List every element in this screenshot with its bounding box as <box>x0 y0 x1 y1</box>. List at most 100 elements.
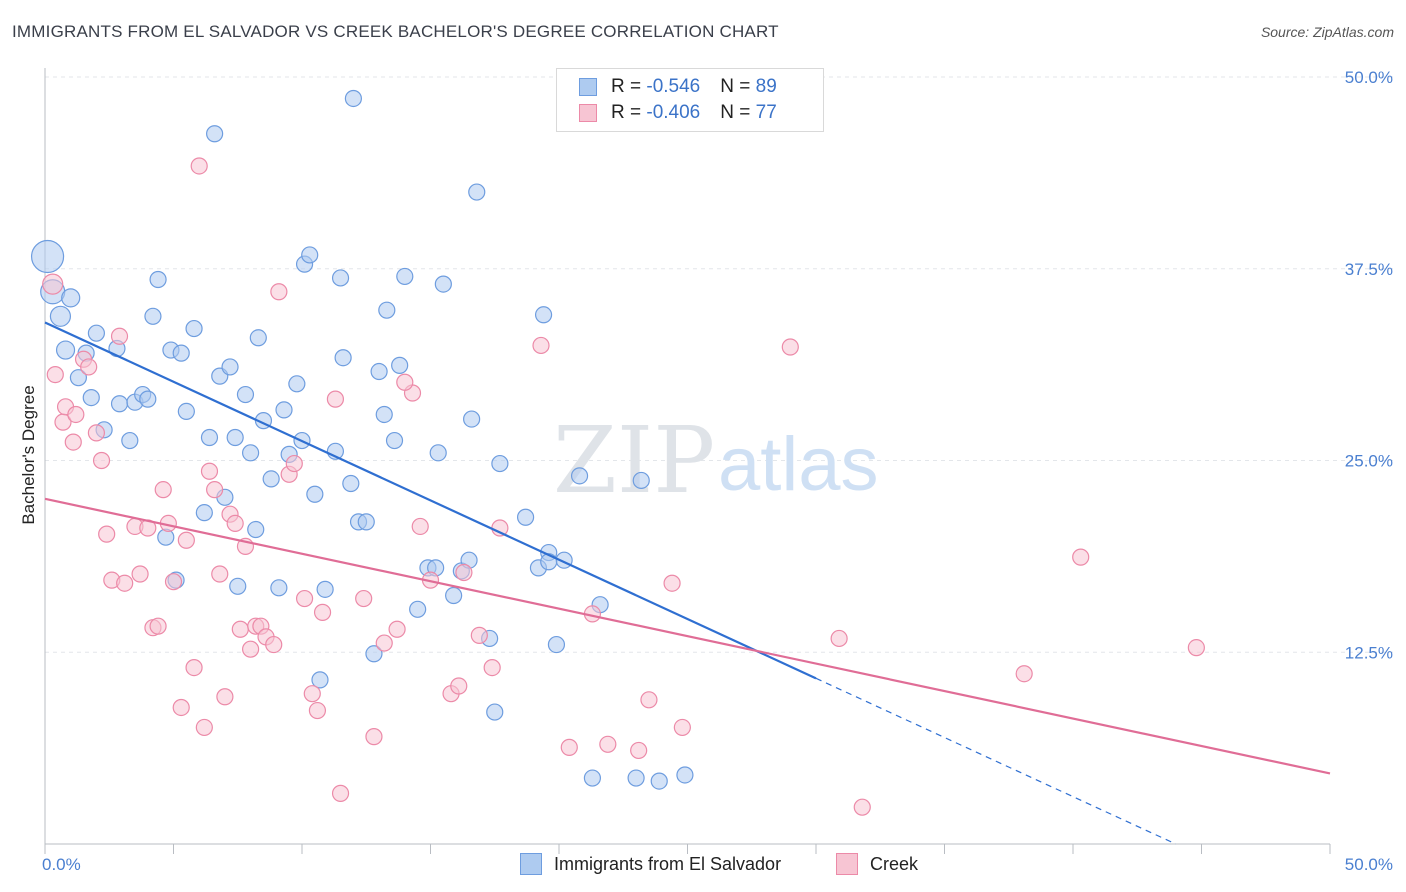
el-salvador-point <box>375 405 393 424</box>
creek-point <box>599 735 617 753</box>
el-salvador-point <box>316 580 334 598</box>
creek-point <box>303 685 321 703</box>
creek-point <box>483 658 501 677</box>
legend-swatch-blue <box>579 78 597 96</box>
creek-point <box>830 629 848 648</box>
creek-point <box>46 365 64 384</box>
el-salvador-point <box>139 390 157 408</box>
creek-point <box>231 620 249 638</box>
tick-labels: 12.5% 25.0% 37.5% 50.0% 0.0% 50.0% <box>42 68 1393 874</box>
legend-n-value: 77 <box>755 102 777 123</box>
creek-point <box>226 514 244 532</box>
el-salvador-point <box>370 362 388 381</box>
el-salvador-point <box>247 520 265 539</box>
creek-point <box>110 327 129 345</box>
el-salvador-point <box>236 385 255 404</box>
el-salvador-point <box>468 183 486 201</box>
el-salvador-point <box>144 307 162 325</box>
legend-r-label: R = <box>611 102 647 123</box>
el-salvador-point <box>262 470 280 488</box>
x-tick-label: 50.0% <box>1345 855 1393 874</box>
creek-point <box>177 531 195 549</box>
el-salvador-point <box>486 703 504 721</box>
creek-point <box>216 688 234 706</box>
legend-row-el-salvador: R = -0.546 N = 89 <box>579 75 777 99</box>
el-salvador-point <box>275 401 293 419</box>
el-salvador-point <box>206 125 224 143</box>
el-salvador-point <box>30 239 65 274</box>
el-salvador-point <box>385 431 404 450</box>
legend-r-value: -0.546 <box>646 76 701 97</box>
legend-n-label: N = <box>720 102 756 123</box>
el-salvador-point <box>311 671 329 689</box>
y-tick-label: 50.0% <box>1345 68 1393 87</box>
el-salvador-point <box>270 579 288 597</box>
el-salvador-point <box>55 340 76 360</box>
creek-point <box>455 563 473 582</box>
el-salvador-point <box>570 467 589 485</box>
creek-point <box>411 517 429 536</box>
el-salvador-point <box>491 454 509 473</box>
creek-point <box>131 565 149 583</box>
creek-point <box>388 620 406 638</box>
creek-point <box>92 451 111 470</box>
bottom-legend-creek: Creek <box>836 851 918 877</box>
creek-trend-line <box>44 497 1331 775</box>
el-salvador-point <box>110 395 129 413</box>
y-tick-label: 37.5% <box>1345 260 1393 279</box>
bottom-legend-label: Creek <box>870 853 919 874</box>
creek-point <box>470 626 488 644</box>
el-salvador-point <box>249 329 267 347</box>
watermark-zip: ZIP <box>553 407 715 514</box>
el-salvador-point <box>306 485 324 503</box>
el-salvador-point <box>121 431 139 450</box>
legend-r-label: R = <box>611 76 647 97</box>
creek-point <box>42 273 64 295</box>
source-note: Source: ZipAtlas.com <box>1260 24 1394 40</box>
el-salvador-point <box>149 270 167 289</box>
creek-point <box>331 784 350 802</box>
creek-point <box>98 525 116 543</box>
creek-point <box>355 589 373 608</box>
y-tick-label: 12.5% <box>1345 643 1393 662</box>
creek-point <box>265 635 283 654</box>
creek-point <box>326 390 345 408</box>
el-salvador-point <box>221 358 239 376</box>
el-salvador-point <box>185 319 203 338</box>
creek-point <box>87 424 106 442</box>
creek-point <box>532 336 550 355</box>
creek-point <box>270 283 288 301</box>
el-salvador-point <box>342 474 360 493</box>
y-axis-label: Bachelor's Degree <box>19 385 38 524</box>
creek-point <box>149 617 167 635</box>
x-tick-label: 0.0% <box>42 855 81 874</box>
creek-point <box>640 691 658 709</box>
el-salvador-point <box>82 389 100 407</box>
watermark: ZIP atlas <box>553 407 879 514</box>
correlation-legend: R = -0.546 N = 89 R = -0.406 N = 77 <box>556 68 824 132</box>
creek-point <box>630 741 648 760</box>
el-salvador-point <box>61 288 81 308</box>
creek-point <box>154 481 172 499</box>
y-tick-label: 25.0% <box>1345 452 1393 471</box>
series-creek-points <box>42 157 1205 816</box>
legend-n-value: 89 <box>755 76 777 97</box>
creek-point <box>211 565 229 583</box>
creek-point <box>450 677 468 695</box>
axes <box>44 68 1331 854</box>
chart-title: IMMIGRANTS FROM EL SALVADOR VS CREEK BAC… <box>12 22 779 41</box>
el-salvador-point <box>331 269 350 287</box>
el-salvador-point <box>195 504 213 522</box>
creek-point <box>116 574 134 592</box>
creek-point <box>308 701 327 720</box>
el-salvador-point <box>200 428 219 447</box>
creek-point <box>396 373 414 391</box>
creek-point <box>242 640 260 658</box>
el-salvador-point <box>87 324 106 342</box>
el-salvador-point <box>357 513 375 531</box>
el-salvador-point <box>242 444 260 462</box>
watermark-atlas: atlas <box>718 422 879 507</box>
legend-n-label: N = <box>720 76 756 97</box>
el-salvador-point <box>226 428 244 447</box>
creek-point <box>1187 639 1205 657</box>
